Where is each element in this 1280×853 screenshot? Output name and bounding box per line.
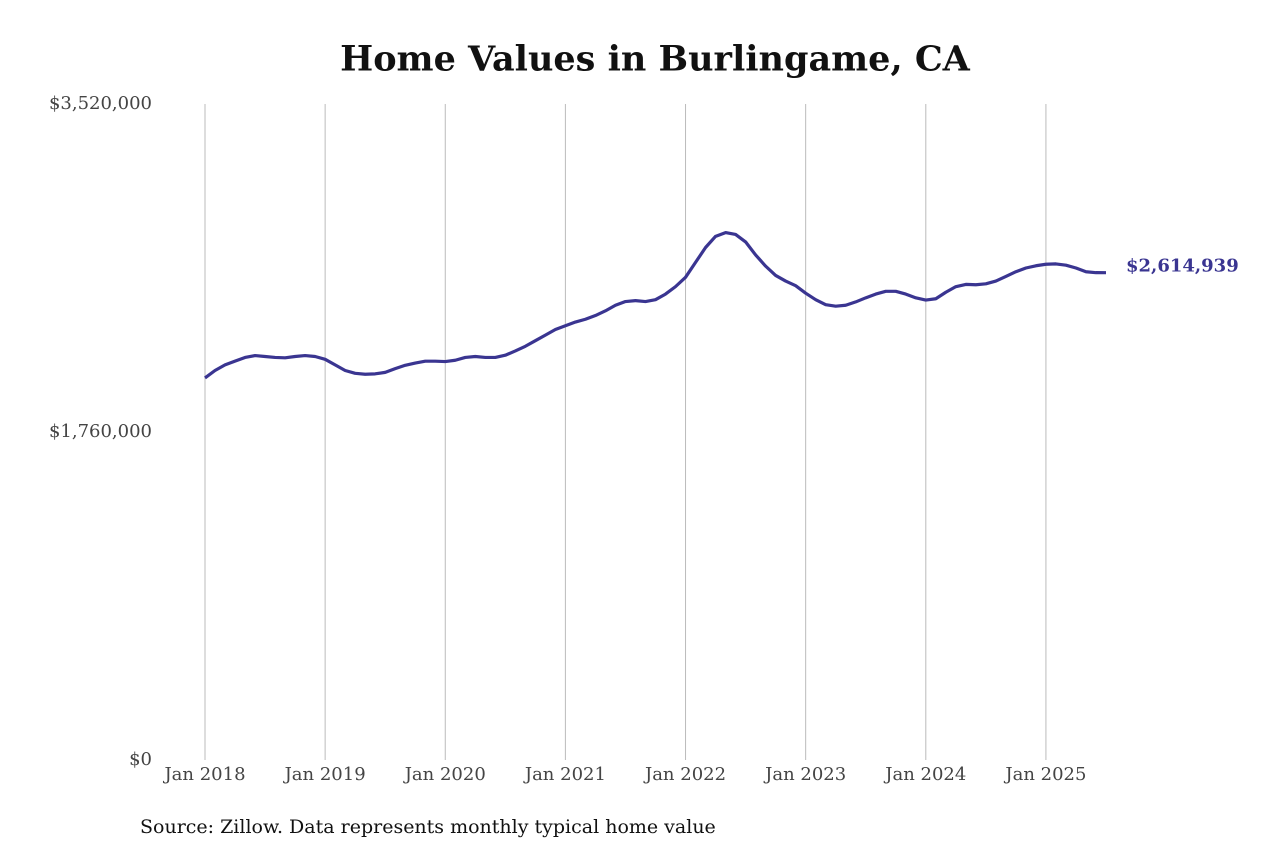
value-label: $2,614,939 bbox=[1126, 256, 1239, 277]
line-series bbox=[204, 230, 1107, 380]
y-tick-label: $1,760,000 bbox=[49, 421, 152, 442]
y-tick-label: $0 bbox=[129, 749, 152, 770]
x-tick-label: Jan 2020 bbox=[403, 764, 486, 785]
x-tick-label: Jan 2023 bbox=[763, 764, 846, 785]
source-note: Source: Zillow. Data represents monthly … bbox=[140, 816, 716, 838]
x-tick-label: Jan 2018 bbox=[162, 764, 245, 785]
chart-title: Home Values in Burlingame, CA bbox=[340, 39, 971, 80]
x-tick-label: Jan 2021 bbox=[523, 764, 606, 785]
x-tick-label: Jan 2019 bbox=[283, 764, 366, 785]
x-tick-label: Jan 2025 bbox=[1003, 764, 1086, 785]
x-tick-label: Jan 2022 bbox=[643, 764, 726, 785]
y-tick-label: $3,520,000 bbox=[49, 93, 152, 114]
x-tick-label: Jan 2024 bbox=[883, 764, 966, 785]
